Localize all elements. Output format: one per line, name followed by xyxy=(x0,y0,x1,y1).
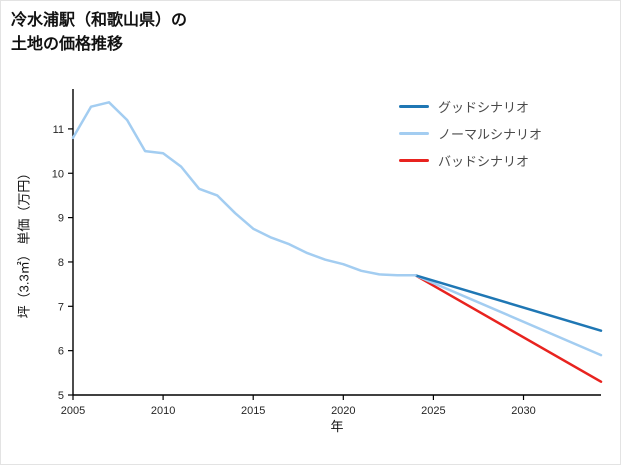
svg-text:5: 5 xyxy=(58,390,64,402)
good-scenario-line-swatch xyxy=(399,105,429,108)
chart-title-line1: 冷水浦駅（和歌山県）の xyxy=(11,12,188,29)
svg-text:11: 11 xyxy=(53,124,64,136)
svg-text:2025: 2025 xyxy=(421,405,445,417)
legend-item-normal: ノーマルシナリオ xyxy=(399,120,542,147)
legend: グッドシナリオ ノーマルシナリオ バッドシナリオ xyxy=(399,93,542,174)
svg-text:9: 9 xyxy=(58,213,64,225)
legend-item-bad: バッドシナリオ xyxy=(399,147,542,174)
svg-text:6: 6 xyxy=(58,346,64,358)
legend-label-good: グッドシナリオ xyxy=(438,100,530,115)
svg-text:2020: 2020 xyxy=(331,405,355,417)
x-axis-label: 年 xyxy=(330,419,344,434)
svg-text:2010: 2010 xyxy=(151,405,175,417)
svg-text:2030: 2030 xyxy=(511,405,535,417)
svg-text:7: 7 xyxy=(58,301,64,313)
svg-text:8: 8 xyxy=(58,257,64,269)
bad-scenario-line-swatch xyxy=(399,159,429,162)
svg-text:2005: 2005 xyxy=(61,405,85,417)
svg-text:2015: 2015 xyxy=(241,405,265,417)
legend-label-bad: バッドシナリオ xyxy=(438,154,530,169)
normal-scenario-line-swatch xyxy=(399,132,429,135)
legend-item-good: グッドシナリオ xyxy=(399,93,542,120)
chart-title: 冷水浦駅（和歌山県）の 土地の価格推移 xyxy=(11,9,187,57)
chart-title-line2: 土地の価格推移 xyxy=(11,36,124,53)
svg-text:10: 10 xyxy=(52,168,64,180)
legend-label-normal: ノーマルシナリオ xyxy=(438,127,543,142)
